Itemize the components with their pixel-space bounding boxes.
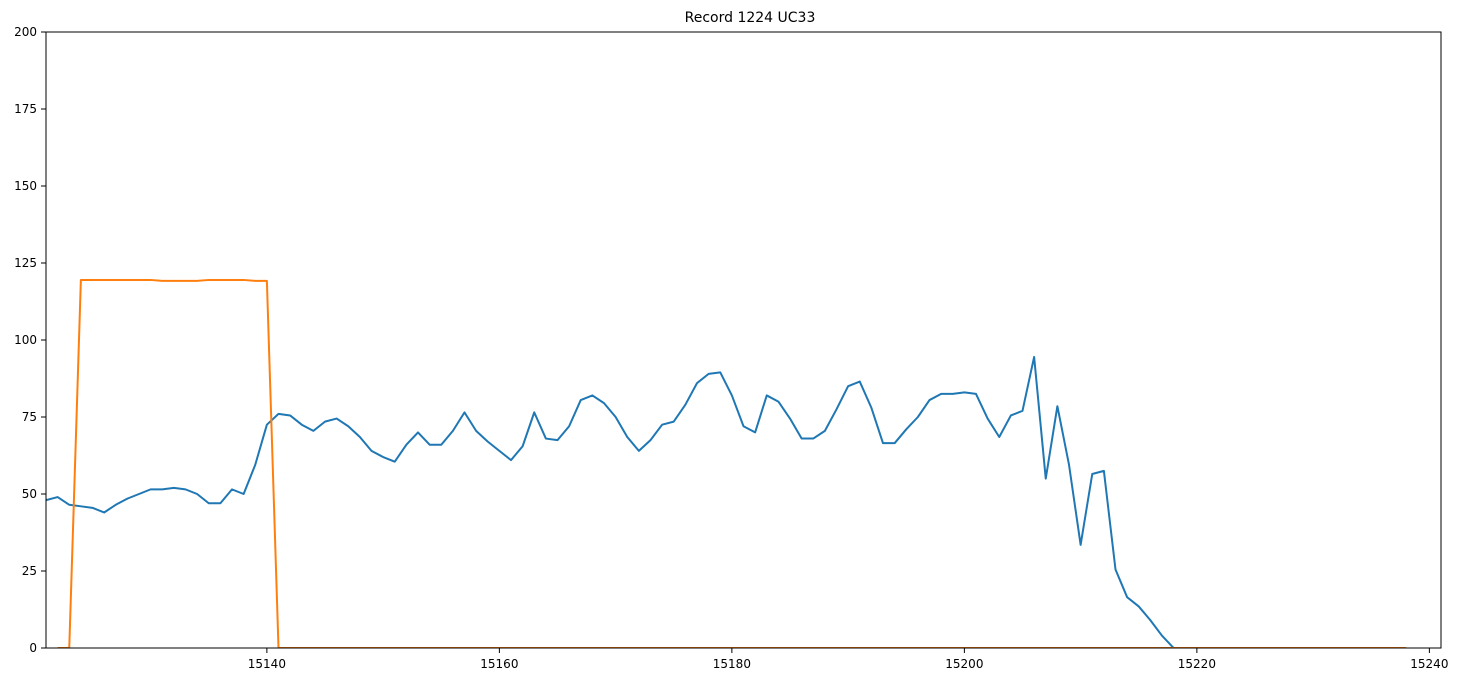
- x-tick-label: 15180: [713, 657, 751, 671]
- y-tick-label: 50: [22, 487, 37, 501]
- y-tick-label: 0: [29, 641, 37, 655]
- y-tick-label: 200: [14, 25, 37, 39]
- x-tick-label: 15140: [248, 657, 286, 671]
- series-group: [46, 278, 1407, 648]
- y-tick-label: 75: [22, 410, 37, 424]
- series-line-1: [46, 355, 1407, 648]
- x-tick-label: 15220: [1178, 657, 1216, 671]
- series-line-2: [57, 278, 1407, 648]
- chart-title: Record 1224 UC33: [685, 10, 816, 26]
- y-tick-label: 100: [14, 333, 37, 347]
- x-tick-label: 15240: [1410, 657, 1448, 671]
- x-tick-label: 15160: [480, 657, 518, 671]
- plot-area: [46, 278, 1407, 648]
- y-tick-label: 175: [14, 102, 37, 116]
- y-tick-label: 25: [22, 564, 37, 578]
- plot-frame: [45, 31, 1442, 649]
- y-tick-label: 150: [14, 179, 37, 193]
- axes: 15140 15160 15180 15200 15220 15240 0 25 50 75 100…: [14, 25, 1448, 671]
- x-tick-label: 15200: [945, 657, 983, 671]
- y-tick-label: 125: [14, 256, 37, 270]
